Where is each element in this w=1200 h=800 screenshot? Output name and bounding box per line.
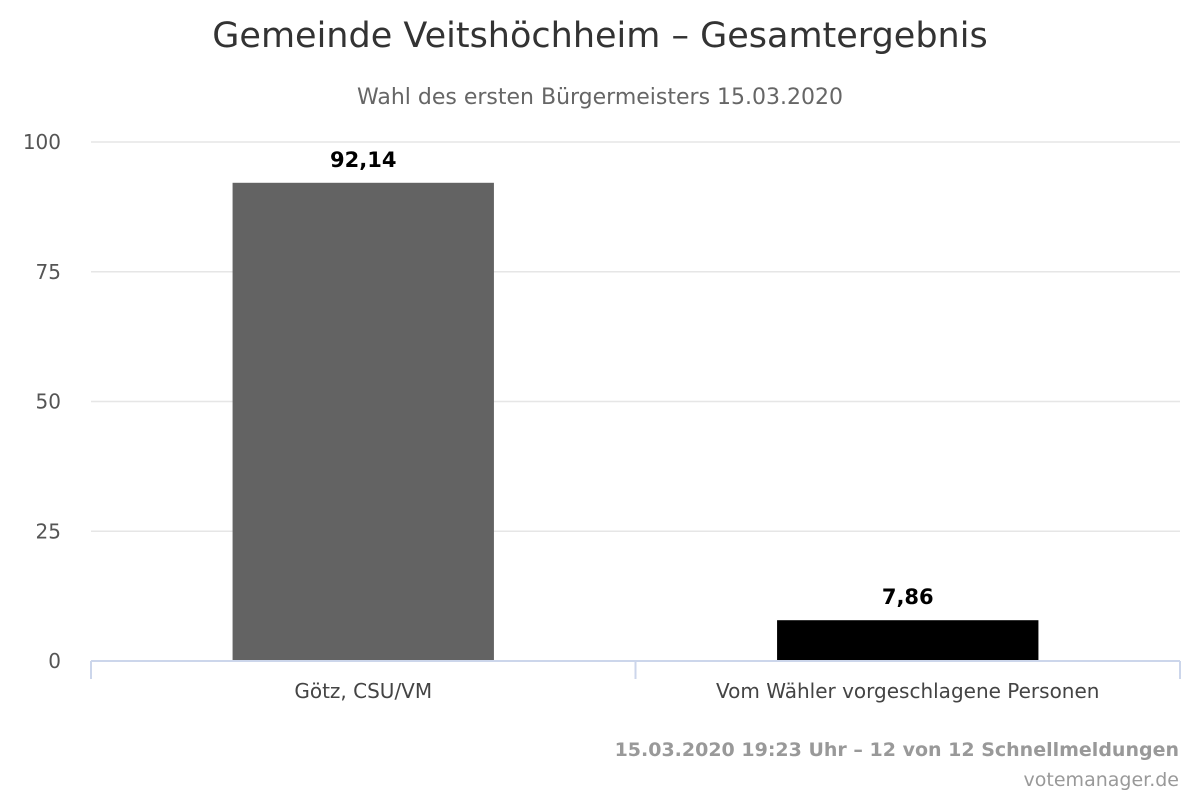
y-tick-label: 25 [36, 519, 61, 543]
update-status-text: 15.03.2020 19:23 Uhr – 12 von 12 Schnell… [615, 739, 1179, 761]
bar-0[interactable] [232, 182, 494, 661]
x-category-label: Götz, CSU/VM [294, 679, 432, 703]
source-credit-link[interactable]: votemanager.de [1024, 769, 1179, 791]
y-tick-label: 0 [48, 649, 61, 673]
bars [232, 182, 1039, 661]
y-tick-label: 75 [36, 260, 61, 284]
x-axis [90, 660, 1181, 679]
bar-1[interactable] [777, 620, 1039, 661]
x-category-label: Vom Wähler vorgeschlagene Personen [716, 679, 1099, 703]
data-labels: 92,14 7,86 [330, 148, 934, 609]
chart-title: Gemeinde Veitshöchheim – Gesamtergebnis [212, 16, 987, 56]
data-label: 7,86 [882, 585, 934, 609]
x-axis-category-labels: Götz, CSU/VM Vom Wähler vorgeschlagene Pe… [294, 679, 1099, 703]
data-label: 92,14 [330, 148, 396, 172]
y-tick-label: 100 [23, 130, 61, 154]
y-tick-label: 50 [36, 390, 61, 414]
chart-subtitle: Wahl des ersten Bürgermeisters 15.03.202… [357, 85, 843, 110]
y-axis-tick-labels: 0 25 50 75 100 [23, 130, 61, 673]
